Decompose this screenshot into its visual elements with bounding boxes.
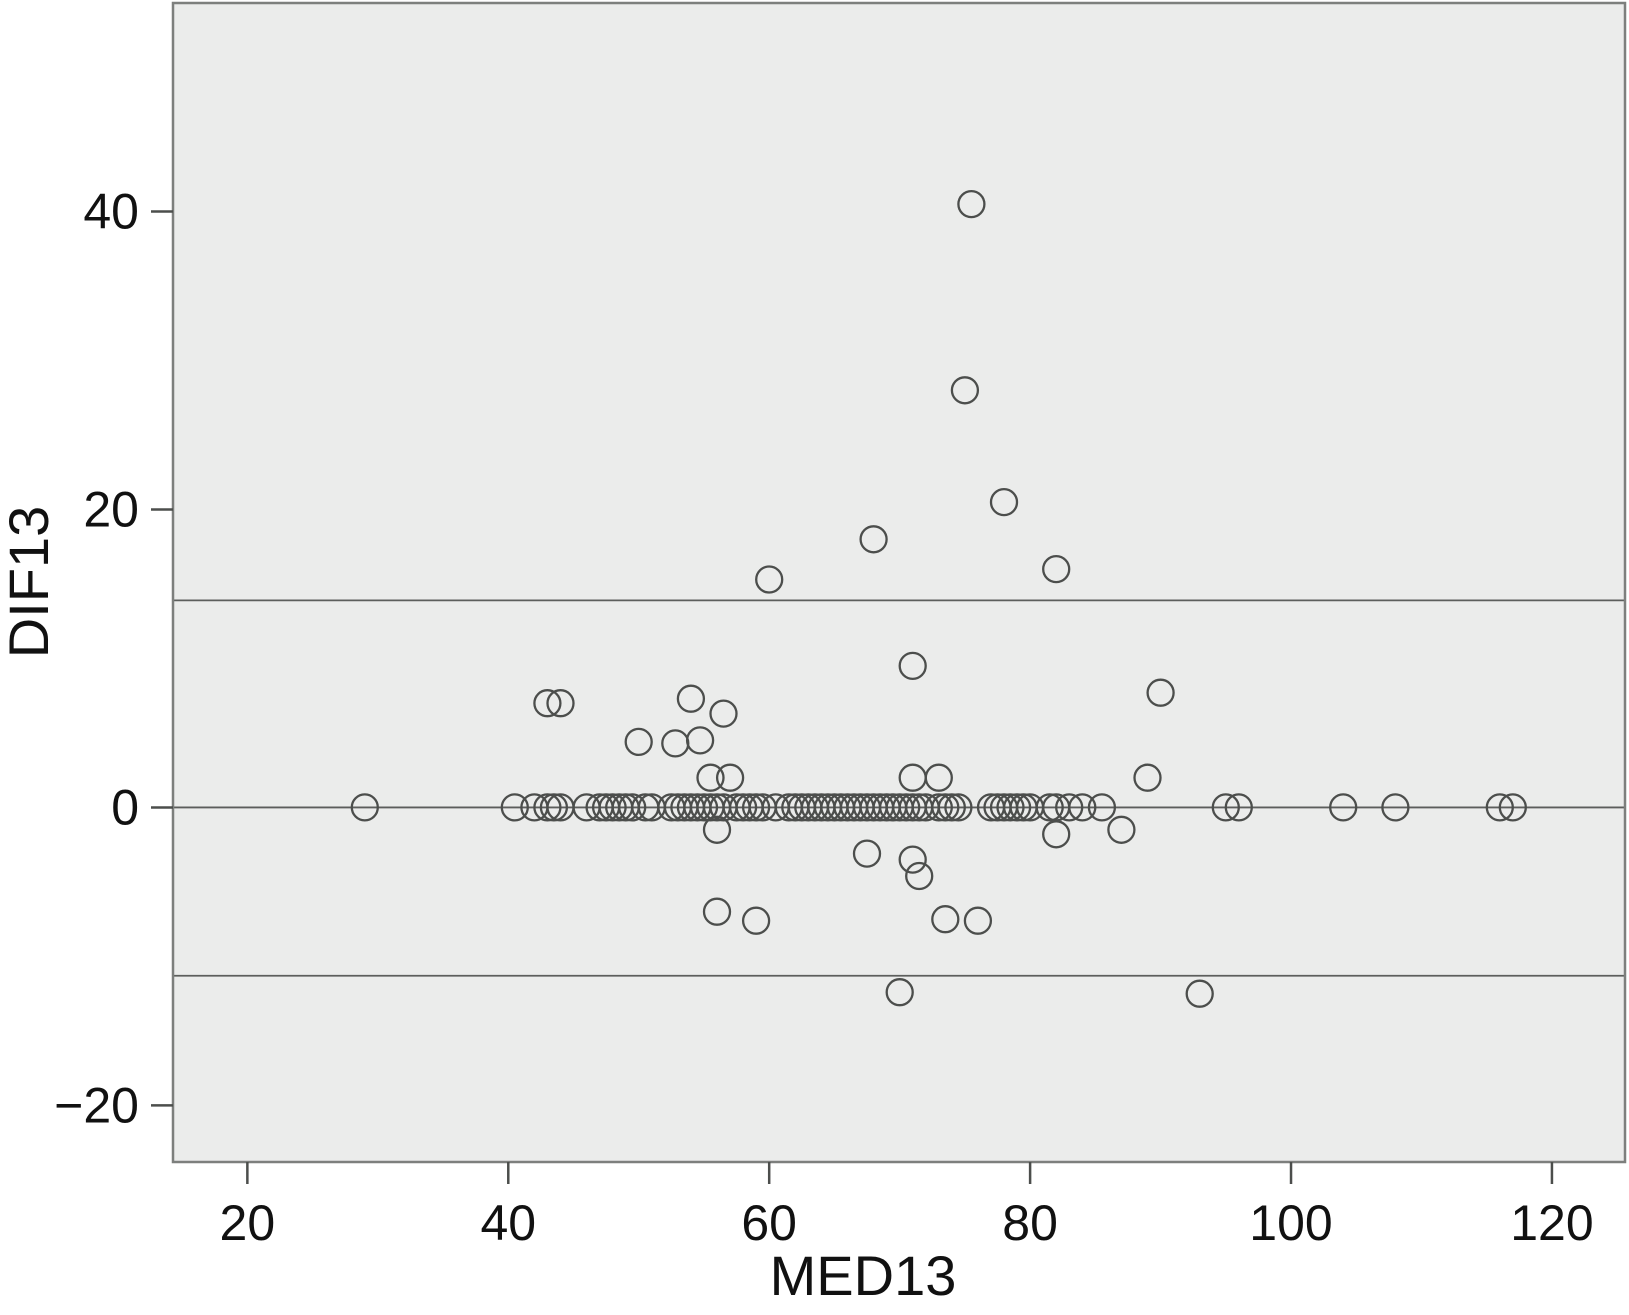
x-tick-label: 40 xyxy=(480,1195,536,1251)
data-point xyxy=(963,906,993,935)
x-tick-label: 80 xyxy=(1002,1195,1058,1251)
data-point xyxy=(685,726,715,755)
data-point xyxy=(989,487,1019,517)
data-point xyxy=(852,839,882,868)
x-axis-title: MED13 xyxy=(770,1244,957,1307)
data-point xyxy=(1185,979,1214,1008)
data-point xyxy=(1224,793,1253,822)
data-point xyxy=(924,763,953,792)
data-point xyxy=(931,793,960,822)
data-point xyxy=(1381,793,1410,822)
x-tick-label: 60 xyxy=(741,1195,797,1251)
axis-ticks xyxy=(151,210,1554,1184)
plot-area xyxy=(173,3,1625,1162)
data-point xyxy=(898,651,927,681)
data-point xyxy=(539,793,569,822)
data-point xyxy=(728,793,758,822)
data-point xyxy=(885,978,914,1007)
data-point xyxy=(546,689,575,718)
data-point xyxy=(624,727,653,757)
data-point xyxy=(709,699,738,728)
data-point xyxy=(957,189,986,219)
data-point xyxy=(924,793,953,822)
axis-tick-labels: 20 40 60 80 100 120 −20 0 20 40 xyxy=(54,184,1593,1251)
data-point xyxy=(1133,763,1162,792)
data-point xyxy=(1107,815,1136,844)
data-point xyxy=(1055,793,1084,822)
data-point xyxy=(741,906,771,935)
data-point xyxy=(1329,793,1358,822)
data-point xyxy=(618,793,647,822)
data-point xyxy=(1485,793,1514,822)
data-point xyxy=(931,905,960,934)
data-point xyxy=(1002,793,1032,822)
data-point xyxy=(859,525,888,554)
data-point xyxy=(1211,793,1240,822)
data-point xyxy=(1087,793,1117,822)
data-point xyxy=(702,815,732,844)
data-point xyxy=(696,763,725,792)
data-point xyxy=(533,793,562,822)
x-tick-label: 120 xyxy=(1510,1195,1593,1251)
x-tick-label: 100 xyxy=(1249,1195,1332,1251)
x-tick-label: 20 xyxy=(220,1195,276,1251)
data-point xyxy=(1042,554,1071,584)
y-axis-title: DIF13 xyxy=(0,506,60,659)
y-tick-label: −20 xyxy=(54,1077,139,1133)
data-point xyxy=(715,763,745,792)
data-point xyxy=(944,793,973,822)
data-point xyxy=(950,376,980,405)
data-point xyxy=(937,793,966,822)
plot-border xyxy=(171,1,1627,1164)
data-point xyxy=(702,897,732,926)
data-point xyxy=(689,793,719,822)
data-point xyxy=(741,793,771,822)
data-point xyxy=(1498,793,1527,822)
data-point xyxy=(905,861,934,891)
data-points xyxy=(350,189,1527,1008)
data-point xyxy=(500,793,529,822)
y-tick-label: 20 xyxy=(83,482,139,538)
data-point xyxy=(1146,678,1175,707)
data-point xyxy=(755,565,784,594)
data-point xyxy=(598,793,627,822)
data-point xyxy=(898,845,927,874)
data-point xyxy=(996,793,1025,822)
data-point xyxy=(676,684,706,713)
data-point xyxy=(533,689,562,718)
data-point xyxy=(350,793,379,822)
data-point xyxy=(1042,820,1071,849)
y-tick-label: 40 xyxy=(83,184,139,240)
data-point xyxy=(1068,793,1097,822)
y-tick-label: 0 xyxy=(111,779,139,835)
data-point xyxy=(892,793,921,822)
data-point xyxy=(1035,793,1064,822)
